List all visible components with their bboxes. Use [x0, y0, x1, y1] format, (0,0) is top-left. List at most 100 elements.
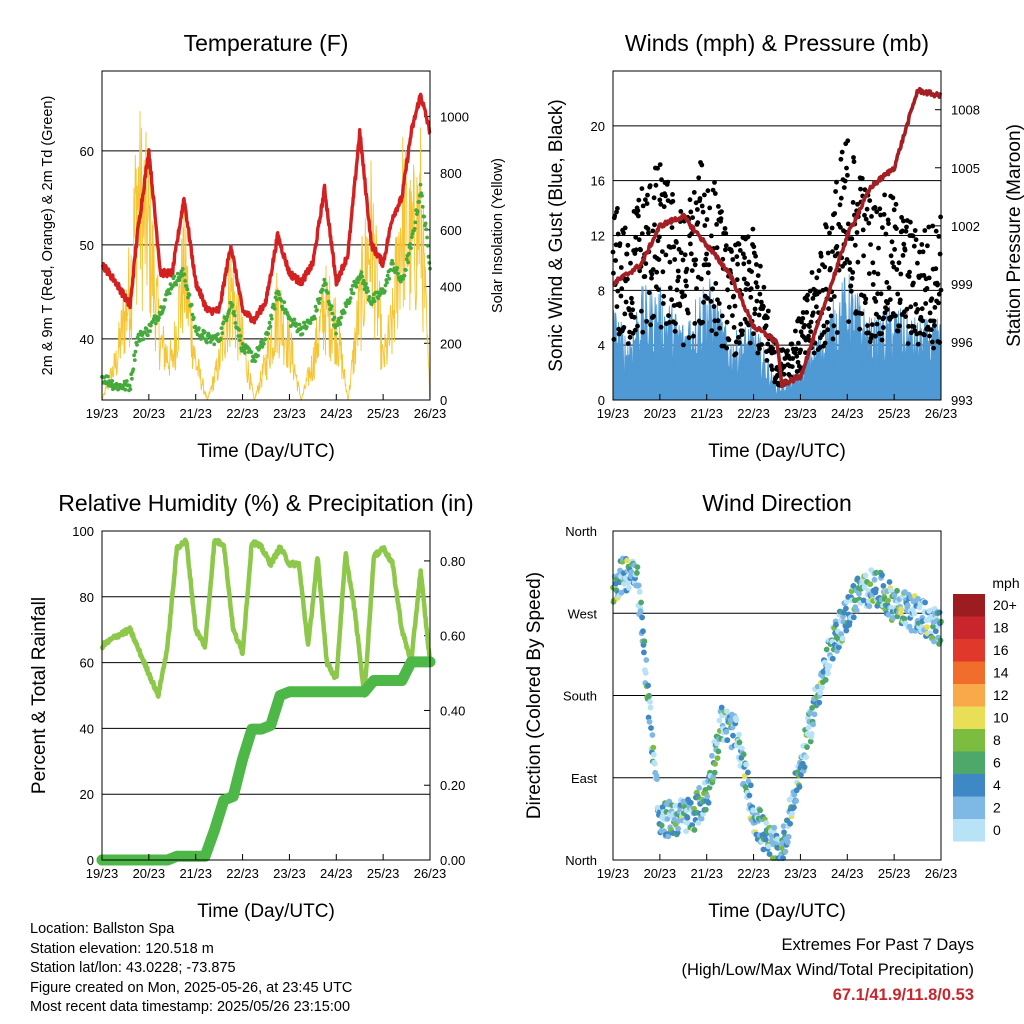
- direction-point: [762, 836, 769, 843]
- direction-point: [932, 628, 939, 635]
- gust-point: [867, 198, 873, 204]
- gust-point: [873, 333, 878, 339]
- gust-point: [804, 297, 810, 303]
- gust-point: [740, 328, 745, 334]
- gust-point: [898, 271, 904, 277]
- dewpoint-point: [216, 332, 220, 336]
- gust-point: [830, 249, 835, 255]
- dir-xlabel: Time (Day/UTC): [708, 901, 846, 922]
- dewpoint-point: [123, 387, 128, 392]
- legend-label: 12: [993, 687, 1009, 703]
- gust-point: [915, 260, 920, 266]
- direction-point: [702, 806, 709, 813]
- gust-point: [644, 201, 650, 207]
- legend-label: 18: [993, 620, 1009, 636]
- gust-point: [903, 314, 908, 319]
- gust-point: [808, 319, 814, 325]
- dewpoint-point: [390, 258, 394, 263]
- gust-point: [846, 319, 852, 324]
- gust-point: [736, 335, 741, 340]
- gust-point: [709, 233, 714, 239]
- gust-point: [866, 330, 871, 336]
- gust-point: [879, 331, 884, 336]
- dewpoint-point: [395, 266, 400, 270]
- direction-point: [803, 754, 809, 761]
- gust-point: [824, 319, 830, 325]
- direction-point: [930, 623, 936, 630]
- gust-point: [618, 293, 624, 299]
- gust-point: [828, 297, 834, 303]
- direction-point: [771, 824, 778, 831]
- direction-point: [763, 820, 770, 826]
- direction-point: [711, 769, 718, 776]
- direction-point: [791, 804, 797, 811]
- dewpoint-point: [127, 383, 132, 388]
- direction-point: [739, 745, 745, 752]
- direction-point: [709, 752, 715, 759]
- temp-xtick-label: 23/23: [273, 406, 306, 421]
- gust-point: [822, 340, 828, 346]
- dewpoint-point: [190, 312, 195, 317]
- direction-point: [829, 655, 836, 662]
- temp-xtick-label: 19/23: [86, 406, 119, 421]
- dewpoint-point: [221, 320, 226, 325]
- gust-point: [699, 162, 705, 168]
- dewpoint-point: [329, 304, 334, 309]
- gust-point: [789, 364, 795, 369]
- dewpoint-point: [404, 257, 409, 262]
- gust-point: [879, 337, 885, 343]
- rh-xtick-label: 24/23: [320, 866, 353, 881]
- direction-point: [626, 585, 632, 591]
- gust-point: [877, 206, 883, 212]
- gust-point: [814, 275, 820, 281]
- gust-point: [675, 278, 681, 284]
- gust-point: [687, 197, 693, 203]
- gust-point: [908, 330, 914, 336]
- dewpoint-point: [146, 333, 150, 338]
- dir-xtick-label: 26/23: [925, 866, 958, 881]
- dewpoint-point: [304, 325, 309, 329]
- gust-point: [713, 331, 719, 337]
- dewpoint-point: [128, 387, 133, 391]
- gust-point: [854, 230, 860, 235]
- temp-y2tick-label: 800: [440, 166, 462, 181]
- dewpoint-point: [233, 321, 238, 325]
- direction-point: [716, 717, 723, 724]
- gust-point: [896, 260, 902, 266]
- dewpoint-point: [172, 274, 177, 279]
- gust-point: [614, 304, 620, 309]
- direction-point: [646, 718, 653, 725]
- gust-point: [646, 230, 651, 236]
- wind-xtick-label: 26/23: [925, 406, 958, 421]
- gust-point: [930, 223, 936, 229]
- gust-point: [625, 242, 631, 248]
- gust-point: [765, 308, 771, 314]
- dewpoint-point: [279, 298, 284, 303]
- gust-point: [933, 228, 939, 234]
- dewpoint-point: [367, 295, 372, 299]
- direction-point: [746, 792, 753, 799]
- dewpoint-point: [292, 317, 297, 322]
- legend-swatch: [953, 594, 985, 617]
- direction-point: [843, 627, 850, 634]
- gust-point: [756, 312, 762, 318]
- gust-point: [897, 297, 903, 303]
- wind-xtick-label: 23/23: [784, 406, 817, 421]
- direction-point: [781, 829, 787, 836]
- relative-humidity-line: [99, 537, 433, 699]
- gust-point: [834, 244, 840, 249]
- gust-point: [661, 293, 667, 299]
- gust-point: [802, 323, 807, 328]
- direction-point: [733, 717, 740, 723]
- rh-xtick-label: 21/23: [179, 866, 212, 881]
- legend-swatch: [953, 706, 985, 729]
- dewpoint-point: [148, 329, 153, 333]
- gust-point: [885, 217, 891, 223]
- gust-point: [880, 325, 886, 330]
- gust-point: [689, 268, 695, 273]
- direction-point: [624, 557, 630, 564]
- gust-point: [737, 248, 743, 253]
- gust-point: [748, 294, 754, 300]
- gust-point: [892, 247, 897, 252]
